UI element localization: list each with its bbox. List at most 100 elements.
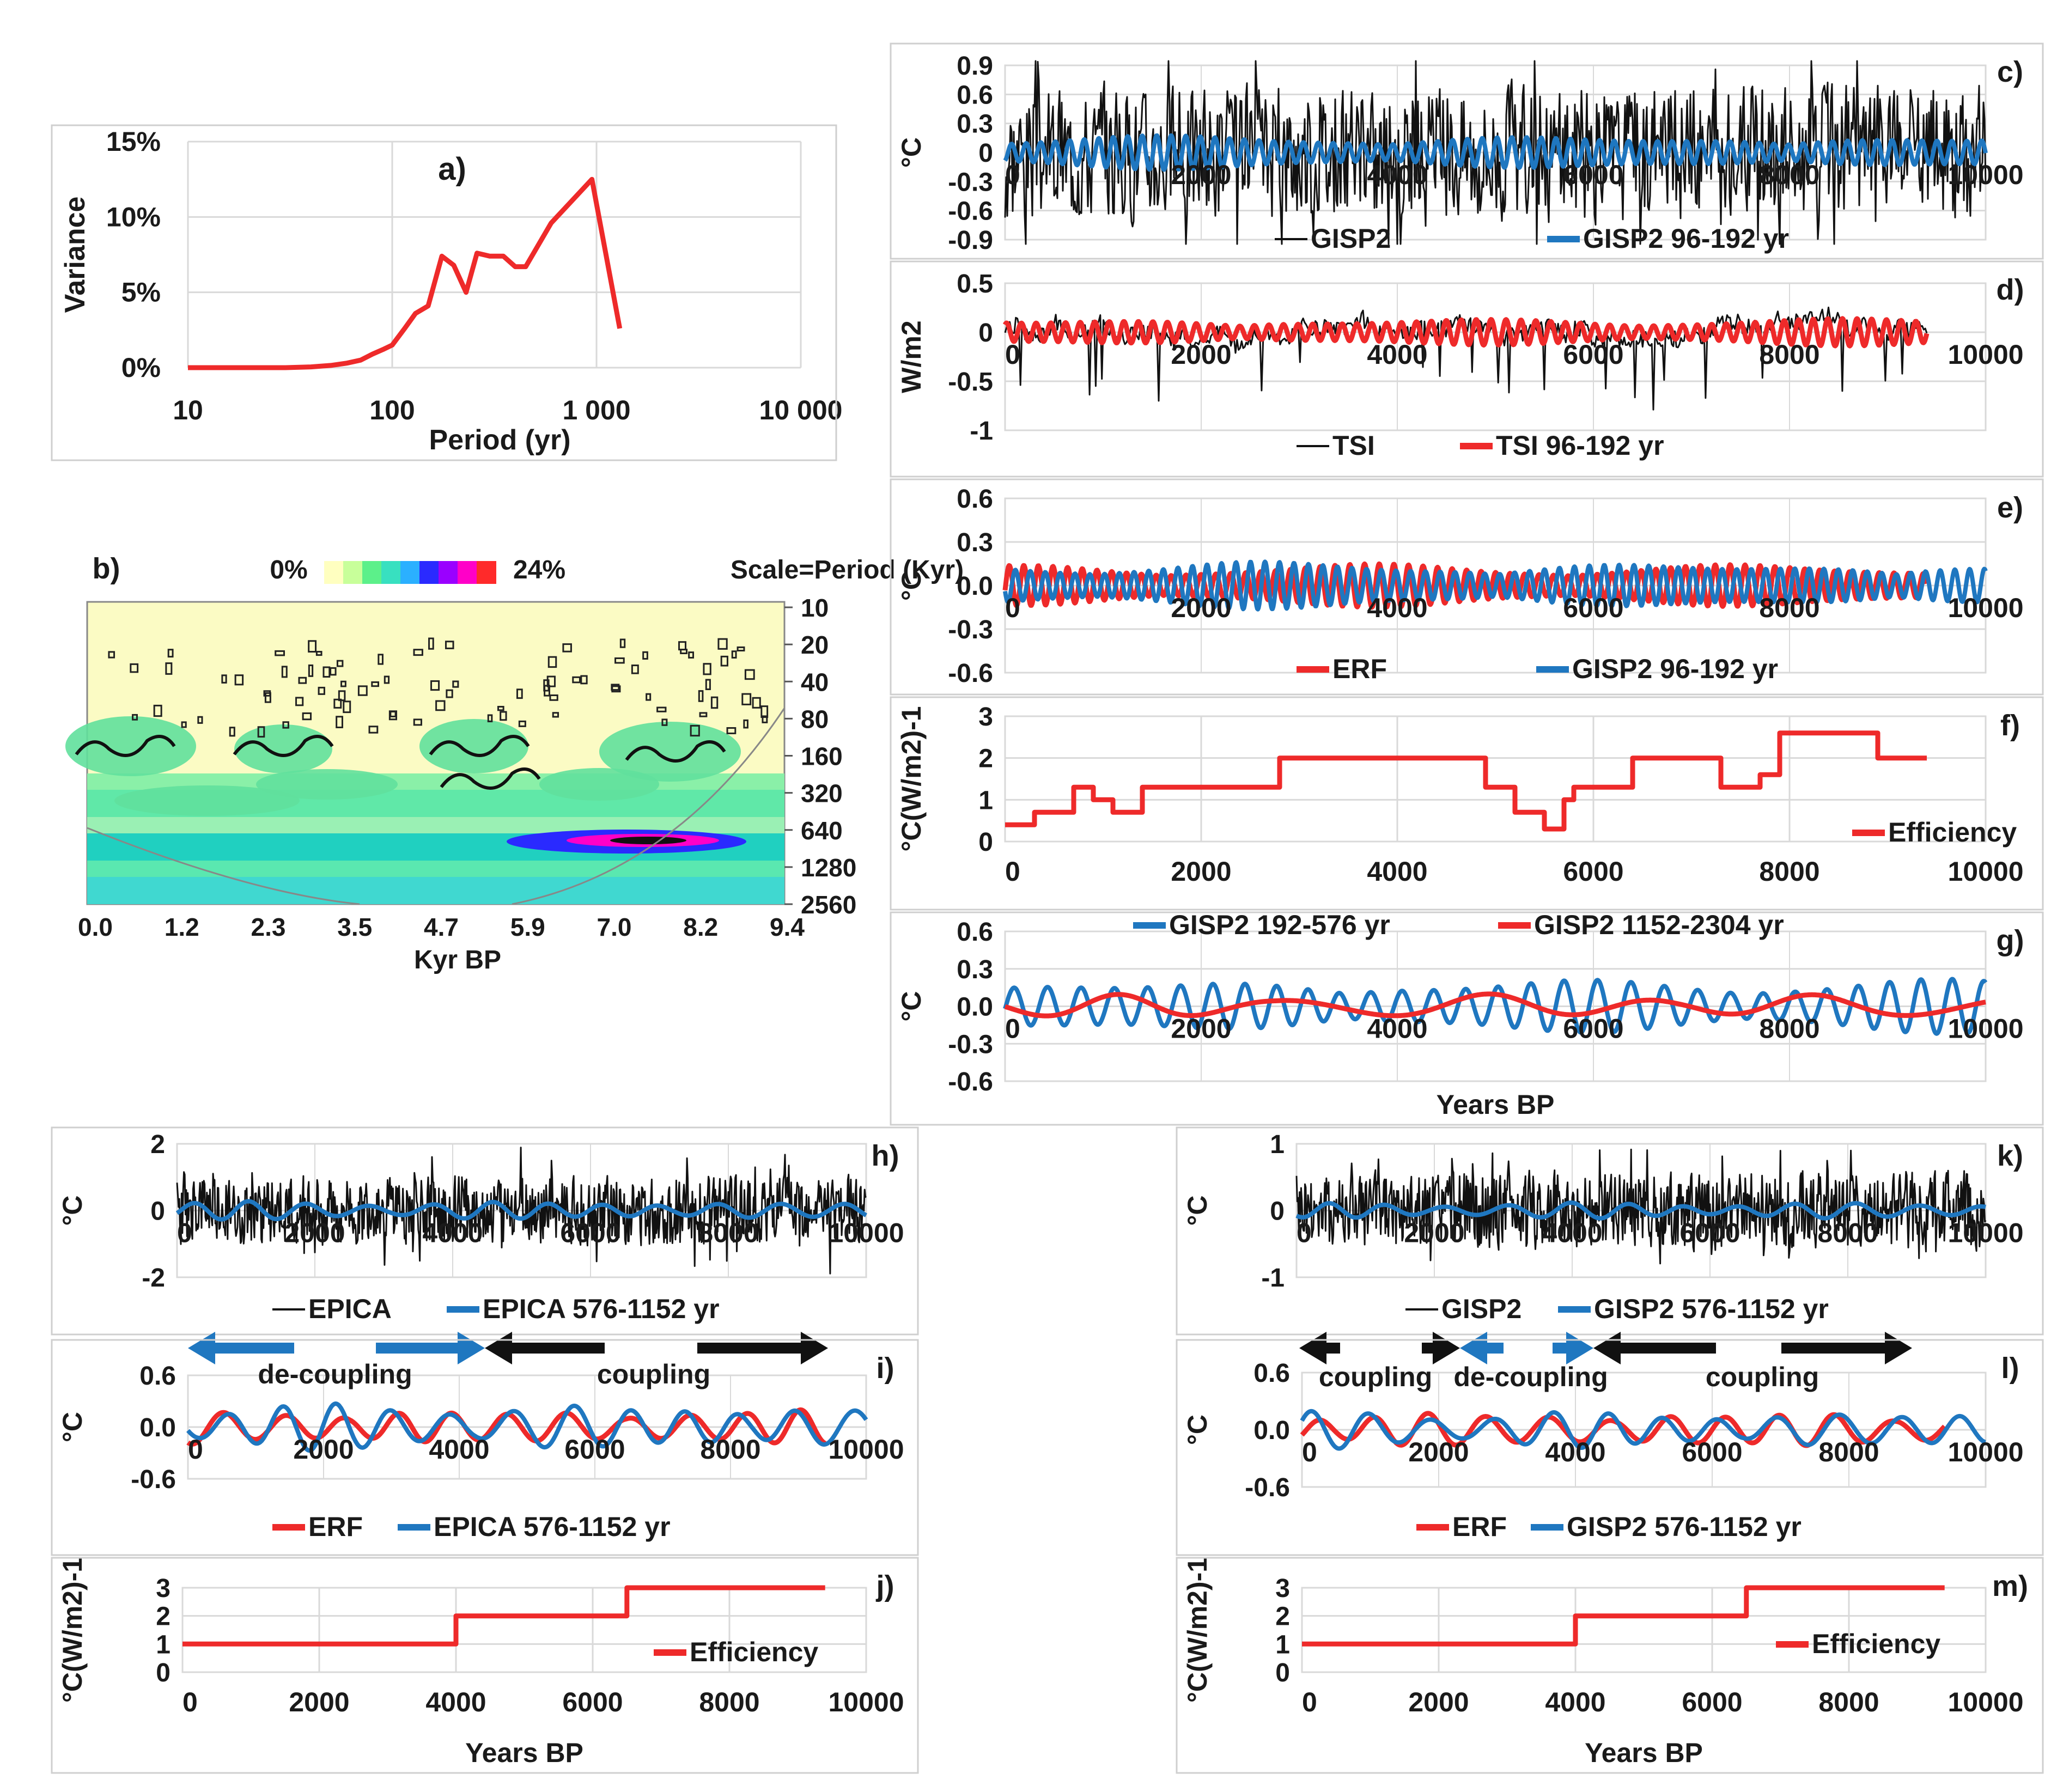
- contour-mark: [698, 690, 704, 702]
- plot-area: [181, 1587, 867, 1673]
- x-tick-label: 8000: [700, 1434, 760, 1465]
- x-tick-label: 8000: [1759, 160, 1819, 190]
- x-tick-label: 4000: [1545, 1687, 1605, 1717]
- series-gisp2: [1295, 1148, 1987, 1265]
- plot-area: [1295, 1143, 1987, 1278]
- y-tick-label: 40: [801, 668, 829, 696]
- contour-mark: [308, 664, 314, 677]
- legend-entry: ERF: [1332, 654, 1387, 684]
- cone-of-influence: [512, 708, 786, 905]
- y-axis-label: °C: [1182, 1195, 1213, 1226]
- panel-frame-d: [890, 260, 2044, 478]
- y-tick-label: 2: [156, 1602, 171, 1631]
- x-tick-label: 6000: [562, 1687, 623, 1717]
- contour-mark: [282, 721, 289, 729]
- colorbar-cell: [381, 561, 401, 584]
- panel-frame-e: [890, 478, 2044, 696]
- contour-mark: [562, 643, 572, 653]
- x-tick-label: 4000: [429, 1434, 489, 1465]
- contour-mark: [614, 657, 625, 664]
- contour-mark: [752, 697, 761, 709]
- y-tick-label: 2: [978, 745, 993, 773]
- series-gisp2-576-1152-yr: [1300, 1409, 1988, 1451]
- legend-entry: TSI: [1332, 430, 1375, 461]
- scale-max-label: 24%: [513, 556, 565, 584]
- panel-label: f): [2000, 709, 2020, 742]
- contour-mark: [549, 694, 558, 701]
- contour-mark: [661, 718, 668, 726]
- contour-mark: [487, 714, 493, 723]
- contour-mark: [435, 700, 446, 711]
- y-axis-label: Variance: [59, 197, 91, 313]
- x-tick-label: 4.7: [424, 913, 459, 941]
- legend-entry: GISP2 96-192 yr: [1583, 223, 1789, 254]
- contour-mark: [430, 680, 440, 691]
- panel-label: j): [876, 1570, 894, 1602]
- heatmap-band: [87, 877, 784, 904]
- contour-mark: [153, 704, 162, 717]
- plot-area: [1301, 1587, 1987, 1673]
- colorbar-cell: [362, 561, 382, 584]
- x-tick-label: 10 000: [759, 395, 843, 425]
- legend-entry: EPICA: [308, 1294, 392, 1324]
- plot-area: [1004, 282, 1987, 431]
- arrow-head: [1299, 1332, 1326, 1364]
- contour-mark: [446, 689, 453, 698]
- x-tick-label: 4000: [1367, 160, 1427, 190]
- y-tick-label: 10%: [106, 202, 161, 232]
- arrow-shaft: [697, 1343, 801, 1354]
- contour-mark: [580, 675, 588, 685]
- contour-line: [440, 767, 541, 790]
- x-tick-label: 4000: [1367, 593, 1427, 623]
- contour-mark: [132, 714, 138, 721]
- x-tick-label: 10000: [828, 1434, 904, 1465]
- contour-mark: [543, 679, 550, 692]
- legend-entry: EPICA 576-1152 yr: [483, 1294, 720, 1324]
- x-tick-label: 6000: [1563, 593, 1623, 623]
- contour-mark: [500, 711, 507, 721]
- chart-g: 0.6 0.3 0.0 -0.3 -0.6 0 2000 4000 6000 8000 10000 °…: [896, 910, 2024, 1120]
- arrow-shaft: [1422, 1343, 1433, 1354]
- x-tick-label: 8000: [1759, 1014, 1819, 1044]
- y-tick-label: 2: [150, 1130, 165, 1159]
- contour-line: [429, 735, 530, 757]
- contour-mark: [357, 685, 368, 696]
- y-tick-label: 0.5: [957, 270, 993, 298]
- x-tick-label: 2000: [1171, 593, 1231, 623]
- y-axis-label: °C(W/m2)-1: [1182, 1557, 1213, 1703]
- contour-mark: [497, 705, 504, 711]
- x-axis-label: Period (yr): [429, 424, 570, 456]
- y-tick-label: 3: [978, 703, 993, 732]
- y-axis-label: W/m2: [896, 320, 927, 393]
- x-tick-label: 0: [1302, 1437, 1317, 1467]
- contour-mark: [611, 684, 620, 691]
- y-tick-label: 0.3: [957, 955, 993, 984]
- panel-frame-h: [51, 1126, 919, 1336]
- contour-mark: [281, 666, 288, 678]
- colorbar-cell: [458, 561, 477, 584]
- y-tick-label: -2: [142, 1264, 165, 1293]
- x-tick-label: 0: [188, 1434, 203, 1465]
- x-tick-label: 6000: [1682, 1437, 1742, 1467]
- contour-mark: [741, 693, 752, 705]
- panel-frame-j: [51, 1557, 919, 1774]
- x-tick-label: 10000: [828, 1687, 904, 1717]
- y-axis-label: °C: [1182, 1415, 1213, 1445]
- x-tick-label: 8000: [1818, 1437, 1879, 1467]
- contour-mark: [680, 649, 688, 654]
- x-tick-label: 4000: [425, 1687, 486, 1717]
- heatmap-patch: [599, 722, 741, 782]
- contour-mark: [197, 716, 203, 724]
- x-tick-label: 2000: [1171, 339, 1231, 370]
- y-tick-label: 20: [801, 631, 829, 659]
- contour-mark: [572, 676, 581, 684]
- contour-mark: [167, 649, 174, 658]
- contour-line: [625, 740, 726, 763]
- contour-mark: [705, 679, 711, 690]
- arrow-head: [801, 1332, 828, 1364]
- contour-mark: [717, 638, 728, 650]
- y-tick-label: 640: [801, 816, 843, 845]
